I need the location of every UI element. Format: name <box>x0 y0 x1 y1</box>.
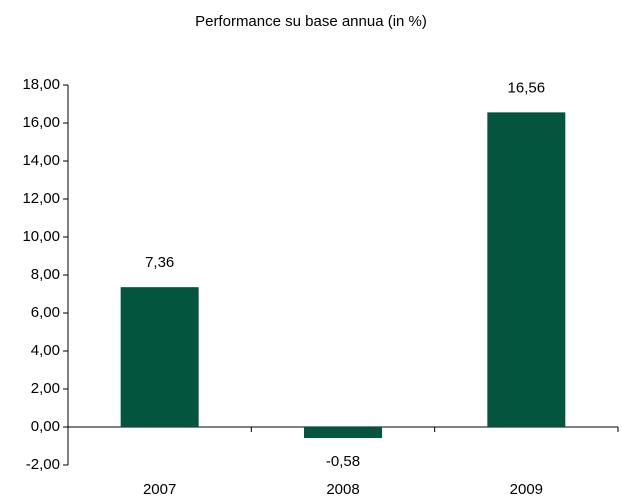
bar <box>304 427 382 439</box>
x-tick-label: 2009 <box>510 481 543 498</box>
y-tick-label: 10,00 <box>22 228 60 245</box>
y-tick-label: 2,00 <box>31 380 60 397</box>
value-label: 16,56 <box>508 79 546 96</box>
chart-title: Performance su base annua (in %) <box>195 13 427 30</box>
x-tick-label: 2008 <box>326 481 359 498</box>
y-tick-label: 18,00 <box>22 76 60 93</box>
y-tick-label: 4,00 <box>31 342 60 359</box>
x-tick-label: 2007 <box>143 481 176 498</box>
bar <box>487 112 566 428</box>
y-tick-label: 16,00 <box>22 114 60 131</box>
y-tick-label: 8,00 <box>31 266 60 283</box>
y-tick-label: 0,00 <box>31 418 60 435</box>
value-label: -0,58 <box>326 453 360 470</box>
y-tick-label: -2,00 <box>26 456 60 473</box>
bar <box>120 287 199 427</box>
y-tick-label: 12,00 <box>22 190 60 207</box>
y-tick-label: 14,00 <box>22 152 60 169</box>
value-label: 7,36 <box>145 254 174 271</box>
y-tick-label: 6,00 <box>31 304 60 321</box>
